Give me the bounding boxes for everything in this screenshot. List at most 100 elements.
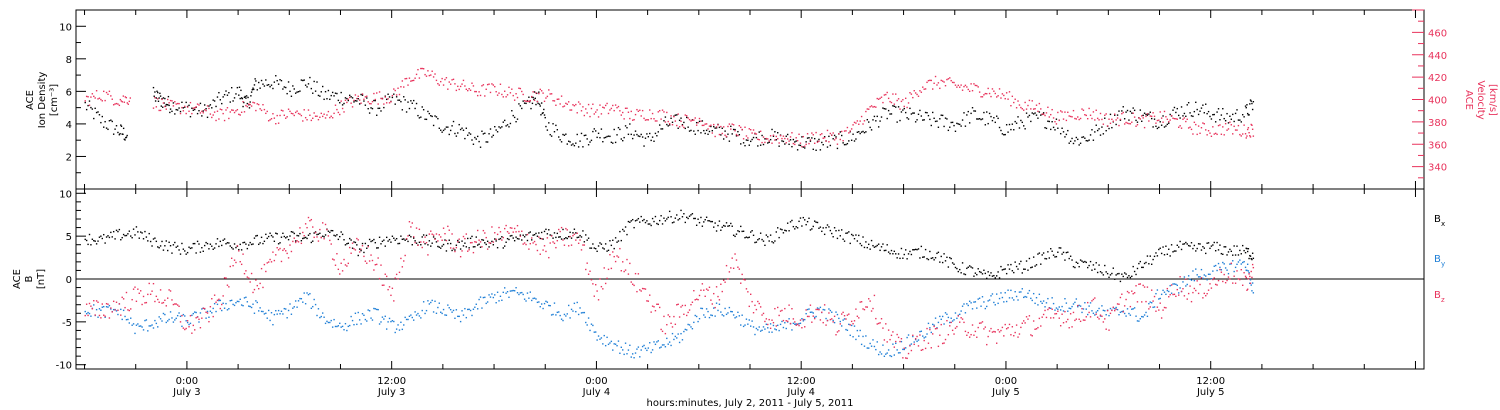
bz-point (502, 236, 504, 239)
bx-point (91, 238, 94, 240)
bx-point (469, 237, 472, 240)
by-point (636, 348, 638, 350)
by-point (593, 331, 595, 333)
bx-point (198, 243, 200, 245)
bz-point (1227, 276, 1230, 278)
by-point (452, 309, 455, 312)
density-point (120, 125, 123, 128)
velocity-point (185, 112, 187, 115)
by-point (842, 319, 844, 321)
bx-point (90, 244, 92, 246)
bz-point (1089, 316, 1092, 318)
bz-point (313, 236, 315, 239)
by-point (206, 310, 209, 313)
velocity-point (754, 132, 756, 134)
by-point (515, 287, 517, 289)
by-point (339, 322, 341, 325)
velocity-point (253, 102, 256, 104)
bz-point (567, 245, 570, 247)
velocity-point (845, 130, 847, 132)
bz-point (967, 331, 969, 334)
bx-point (977, 268, 979, 270)
density-point (913, 112, 915, 114)
by-point (397, 324, 399, 326)
bz-point (774, 307, 776, 310)
ion-density-label-line2: Ion Density (37, 72, 48, 129)
velocity-point (600, 113, 603, 115)
bz-point (223, 277, 226, 279)
bx-point (589, 247, 591, 249)
by-point (678, 341, 681, 344)
by-point (785, 327, 787, 330)
by-point (879, 351, 881, 353)
velocity-point (1180, 127, 1183, 129)
velocity-point (491, 83, 493, 85)
density-point (185, 101, 187, 104)
bx-point (222, 239, 224, 241)
velocity-tick-label: 340 (1428, 163, 1447, 174)
density-point (806, 137, 809, 139)
bx-point (531, 239, 533, 241)
bx-point (663, 217, 665, 219)
by-point (607, 343, 610, 346)
density-point (650, 139, 652, 142)
density-point (950, 121, 952, 124)
velocity-point (1020, 106, 1022, 109)
bz-point (370, 254, 372, 256)
velocity-point (677, 113, 679, 115)
velocity-point (970, 83, 972, 85)
by-point (401, 328, 404, 331)
bx-point (1128, 275, 1130, 277)
bz-point (887, 329, 890, 331)
bz-point (839, 323, 841, 325)
bx-point (407, 240, 409, 243)
velocity-point (606, 102, 608, 105)
bz-point (185, 327, 187, 330)
by-point (1240, 263, 1242, 265)
bx-point (1114, 278, 1116, 280)
bx-point (1210, 245, 1213, 247)
bx-point (818, 227, 820, 229)
velocity-point (784, 137, 786, 140)
by-point (1087, 313, 1089, 316)
density-point (251, 89, 254, 91)
bx-point (688, 215, 691, 217)
bz-point (875, 317, 877, 320)
velocity-point (836, 143, 839, 145)
bx-point (256, 234, 258, 237)
density-point (103, 126, 105, 128)
bz-point (376, 263, 378, 266)
bz-point (1246, 288, 1249, 290)
bx-point (1102, 274, 1105, 276)
bz-point (707, 289, 709, 291)
velocity-point (1243, 124, 1245, 126)
velocity-point (494, 85, 496, 88)
bz-point (1186, 298, 1188, 300)
velocity-point (912, 96, 914, 99)
density-point (496, 131, 499, 133)
bz-point (799, 319, 802, 321)
velocity-point (195, 106, 197, 108)
velocity-point (408, 77, 411, 79)
density-point (370, 107, 372, 109)
by-point (1064, 298, 1066, 300)
velocity-point (391, 94, 394, 97)
velocity-point (577, 101, 580, 103)
bx-point (639, 221, 641, 223)
bz-point (826, 319, 829, 322)
bx-point (1143, 262, 1146, 265)
density-point (196, 112, 199, 115)
density-point (661, 128, 664, 130)
velocity-point (757, 138, 759, 140)
bx-point (122, 233, 125, 236)
velocity-point (572, 104, 574, 106)
density-point (499, 127, 502, 129)
by-point (417, 312, 419, 315)
velocity-point (822, 137, 824, 139)
density-point (1192, 115, 1194, 118)
bz-point (465, 233, 468, 235)
density-point (287, 81, 290, 83)
bz-point (764, 320, 766, 323)
by-point (356, 323, 358, 326)
bx-point (1243, 249, 1245, 252)
